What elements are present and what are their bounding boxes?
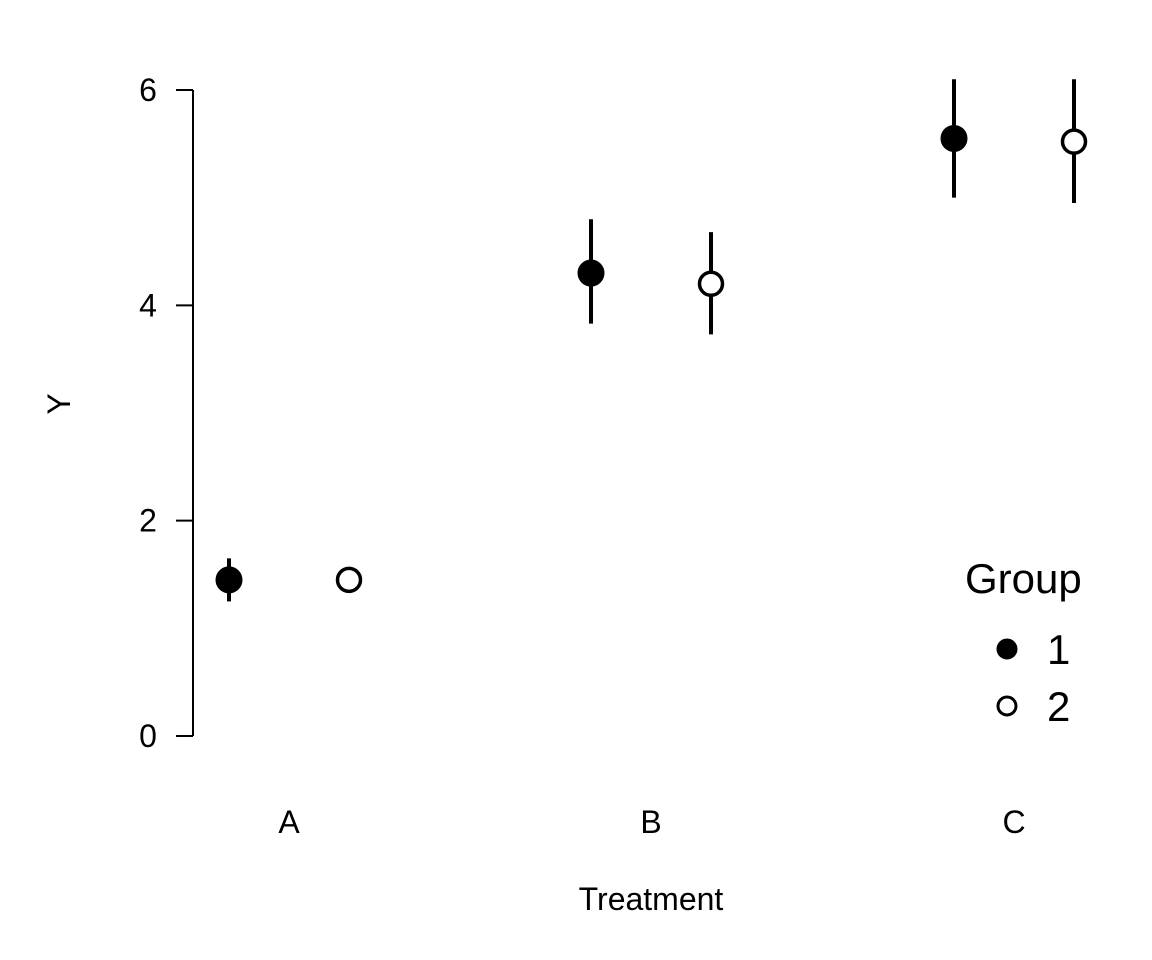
data-point — [215, 566, 243, 594]
x-category-label: C — [1002, 804, 1025, 840]
x-category-label: A — [278, 804, 300, 840]
legend-marker — [996, 638, 1018, 660]
y-tick-label: 2 — [139, 503, 157, 539]
y-axis-title: Y — [41, 393, 77, 414]
data-point — [577, 259, 605, 287]
y-tick-label: 0 — [139, 718, 157, 754]
data-points — [215, 124, 1088, 594]
legend-label: 1 — [1047, 626, 1070, 673]
x-axis: A B C — [278, 804, 1025, 840]
y-tick-label: 6 — [139, 72, 157, 108]
data-point — [697, 270, 725, 298]
data-point — [940, 124, 968, 152]
x-axis-title: Treatment — [579, 881, 724, 917]
x-category-label: B — [640, 804, 661, 840]
data-point — [335, 566, 363, 594]
legend-title: Group — [965, 555, 1082, 602]
legend-marker — [996, 695, 1018, 717]
error-bars — [227, 79, 1076, 602]
legend: Group 1 2 — [965, 555, 1082, 730]
y-axis: 0 2 4 6 — [139, 72, 194, 754]
legend-label: 2 — [1047, 683, 1070, 730]
y-tick-label: 4 — [139, 287, 157, 323]
data-point — [1060, 128, 1088, 155]
